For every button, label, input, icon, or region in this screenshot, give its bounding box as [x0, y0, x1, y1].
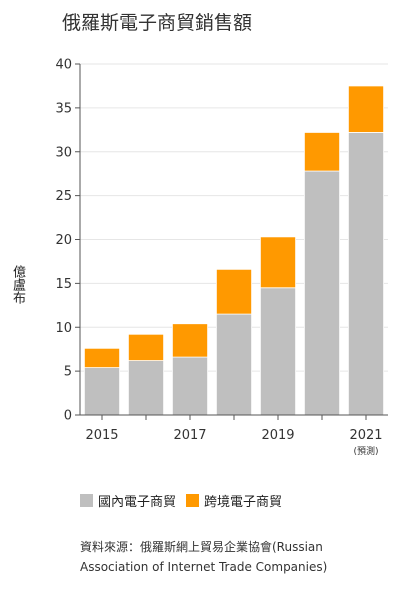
- bar-cross-border-2019: [259, 236, 296, 289]
- y-tick-label: 25: [55, 189, 72, 204]
- bar-cross-border-2020: [303, 132, 340, 172]
- bar-cross-border-2016: [127, 333, 164, 361]
- legend-swatch-domestic: [80, 494, 93, 507]
- y-tick-label: 10: [55, 321, 72, 336]
- source-note: 資料來源：俄羅斯網上貿易企業協會(Russian Association of …: [80, 540, 328, 574]
- y-tick-label: 40: [55, 58, 72, 73]
- legend-label-domestic: 國內電子商貿: [98, 495, 177, 510]
- bar-domestic-2021: [347, 132, 384, 416]
- y-axis-label: 億盧布: [10, 265, 25, 304]
- bar-chart: 0 5 10 15 20 25 30 35 40 2015 2017 2019 2021 (預測): [55, 58, 388, 457]
- bar-domestic-2016: [127, 360, 164, 416]
- bar-cross-border-2015: [84, 347, 121, 369]
- y-tick-label: 20: [55, 233, 72, 248]
- bar-cross-border-2018: [215, 268, 252, 315]
- x-tick-label: 2017: [173, 428, 206, 443]
- legend: 國內電子商貿 跨境電子商貿: [80, 491, 292, 510]
- y-tick-label: 15: [55, 277, 72, 292]
- bar-domestic-2019: [259, 287, 296, 416]
- bar-domestic-2018: [215, 313, 252, 416]
- bar-cross-border-2021: [347, 85, 384, 133]
- y-tick-label: 30: [55, 145, 72, 160]
- x-tick-sublabel: (預測): [353, 445, 378, 457]
- y-tick-label: 0: [64, 409, 72, 424]
- legend-item-cross-border: 跨境電子商貿: [186, 491, 282, 510]
- bar-domestic-2017: [171, 356, 208, 416]
- bar-domestic-2015: [84, 367, 121, 416]
- x-tick-label: 2019: [261, 428, 294, 443]
- legend-item-domestic: 國內電子商貿: [80, 491, 176, 510]
- x-tick-label: 2015: [85, 428, 118, 443]
- legend-swatch-cross-border: [186, 494, 200, 507]
- legend-label-cross-border: 跨境電子商貿: [204, 495, 283, 510]
- x-tick-label: 2021: [349, 428, 382, 443]
- y-tick-label: 35: [55, 101, 72, 116]
- chart-title: 俄羅斯電子商貿銷售額: [62, 12, 253, 34]
- bar-domestic-2020: [303, 170, 340, 416]
- bar-cross-border-2017: [171, 323, 208, 358]
- y-tick-label: 5: [64, 365, 72, 380]
